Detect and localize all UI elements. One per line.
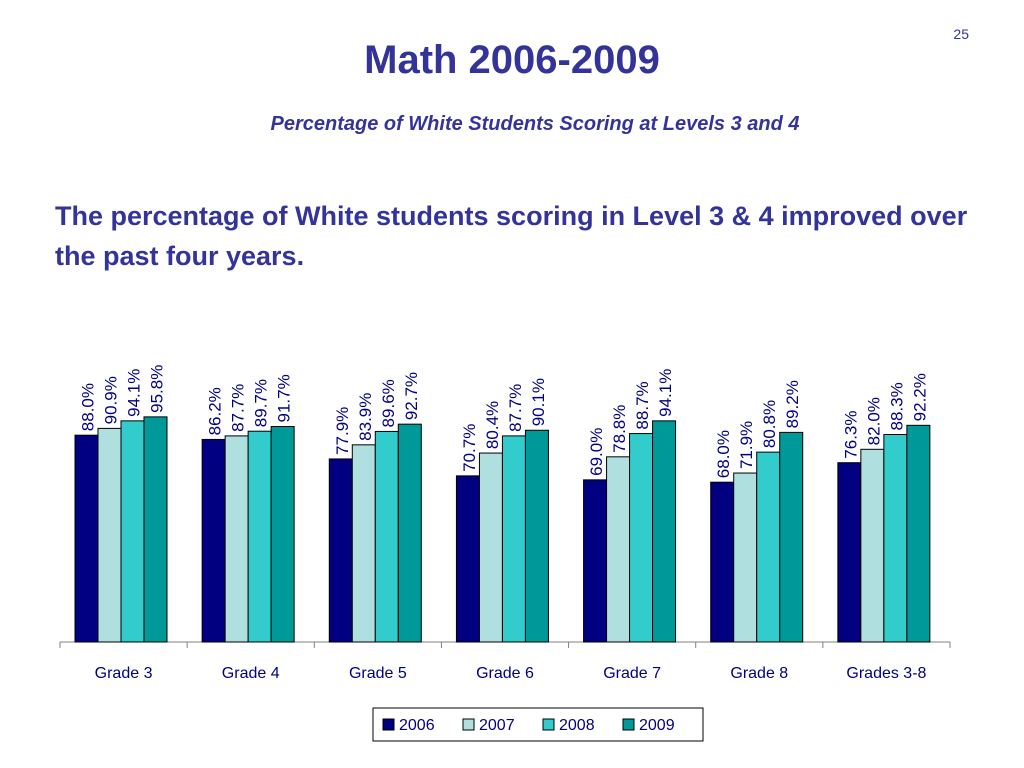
bar	[351, 444, 376, 643]
data-label: 80.4%	[483, 401, 502, 449]
bar	[860, 448, 885, 643]
page-number: 25	[953, 26, 969, 42]
bar	[247, 430, 272, 643]
bar	[270, 426, 295, 643]
category-label: Grades 3-8	[846, 665, 926, 682]
bar	[837, 462, 862, 643]
data-label: 89.6%	[379, 379, 398, 427]
category-label: Grade 7	[603, 665, 661, 682]
bar	[583, 479, 608, 643]
body-text: The percentage of White students scoring…	[55, 201, 968, 271]
legend-label: 2006	[399, 717, 435, 734]
legend-box	[372, 707, 704, 742]
data-label: 92.2%	[910, 373, 929, 421]
data-label: 86.2%	[206, 387, 225, 435]
data-label: 89.7%	[252, 379, 271, 427]
data-label: 80.8%	[760, 400, 779, 448]
bar	[328, 458, 353, 643]
bar	[74, 434, 99, 643]
data-label: 95.8%	[148, 365, 167, 413]
legend-swatch	[542, 718, 555, 731]
data-label: 88.0%	[79, 383, 98, 431]
bar	[224, 435, 249, 643]
bar	[143, 416, 168, 643]
data-label: 83.9%	[356, 393, 375, 441]
bar	[733, 472, 758, 643]
bar	[501, 435, 526, 643]
data-label: 91.7%	[275, 374, 294, 422]
bar	[906, 424, 931, 643]
bar	[97, 427, 122, 643]
bar	[201, 438, 226, 643]
data-label: 82.0%	[864, 397, 883, 445]
data-label: 77.9%	[333, 407, 352, 455]
data-label: 94.1%	[125, 369, 144, 417]
bar	[756, 451, 781, 643]
data-label: 89.2%	[783, 380, 802, 428]
data-label: 76.3%	[841, 410, 860, 458]
bar	[779, 431, 804, 643]
data-label: 78.8%	[610, 405, 629, 453]
bar	[710, 481, 735, 643]
legend-label: 2009	[639, 717, 675, 734]
bar	[397, 423, 422, 643]
category-label: Grade 3	[95, 665, 153, 682]
legend-swatch	[462, 718, 475, 731]
data-label: 92.7%	[402, 372, 421, 420]
bar	[455, 475, 480, 643]
category-label: Grade 6	[476, 665, 534, 682]
bar	[120, 420, 145, 643]
slide-subtitle: Percentage of White Students Scoring at …	[270, 113, 800, 135]
data-label: 71.9%	[737, 421, 756, 469]
data-label: 88.3%	[887, 382, 906, 430]
legend-label: 2007	[479, 717, 515, 734]
legend-swatch	[382, 718, 395, 731]
data-label: 69.0%	[587, 428, 606, 476]
bar	[478, 452, 503, 643]
data-label: 88.7%	[633, 381, 652, 429]
category-label: Grade 8	[730, 665, 788, 682]
bar	[652, 420, 677, 643]
legend-label: 2008	[559, 717, 595, 734]
category-label: Grade 4	[222, 665, 280, 682]
bar	[883, 433, 908, 643]
bar	[524, 429, 549, 643]
data-label: 87.7%	[229, 384, 248, 432]
slide-title: Math 2006-2009	[364, 38, 660, 82]
data-label: 90.9%	[102, 376, 121, 424]
bar	[374, 430, 399, 643]
data-label: 90.1%	[529, 378, 548, 426]
legend-swatch	[622, 718, 635, 731]
data-label: 94.1%	[656, 369, 675, 417]
data-label: 87.7%	[506, 384, 525, 432]
data-label: 70.7%	[460, 424, 479, 472]
bar	[629, 433, 654, 643]
data-label: 68.0%	[714, 430, 733, 478]
category-label: Grade 5	[349, 665, 407, 682]
bar	[606, 456, 631, 643]
